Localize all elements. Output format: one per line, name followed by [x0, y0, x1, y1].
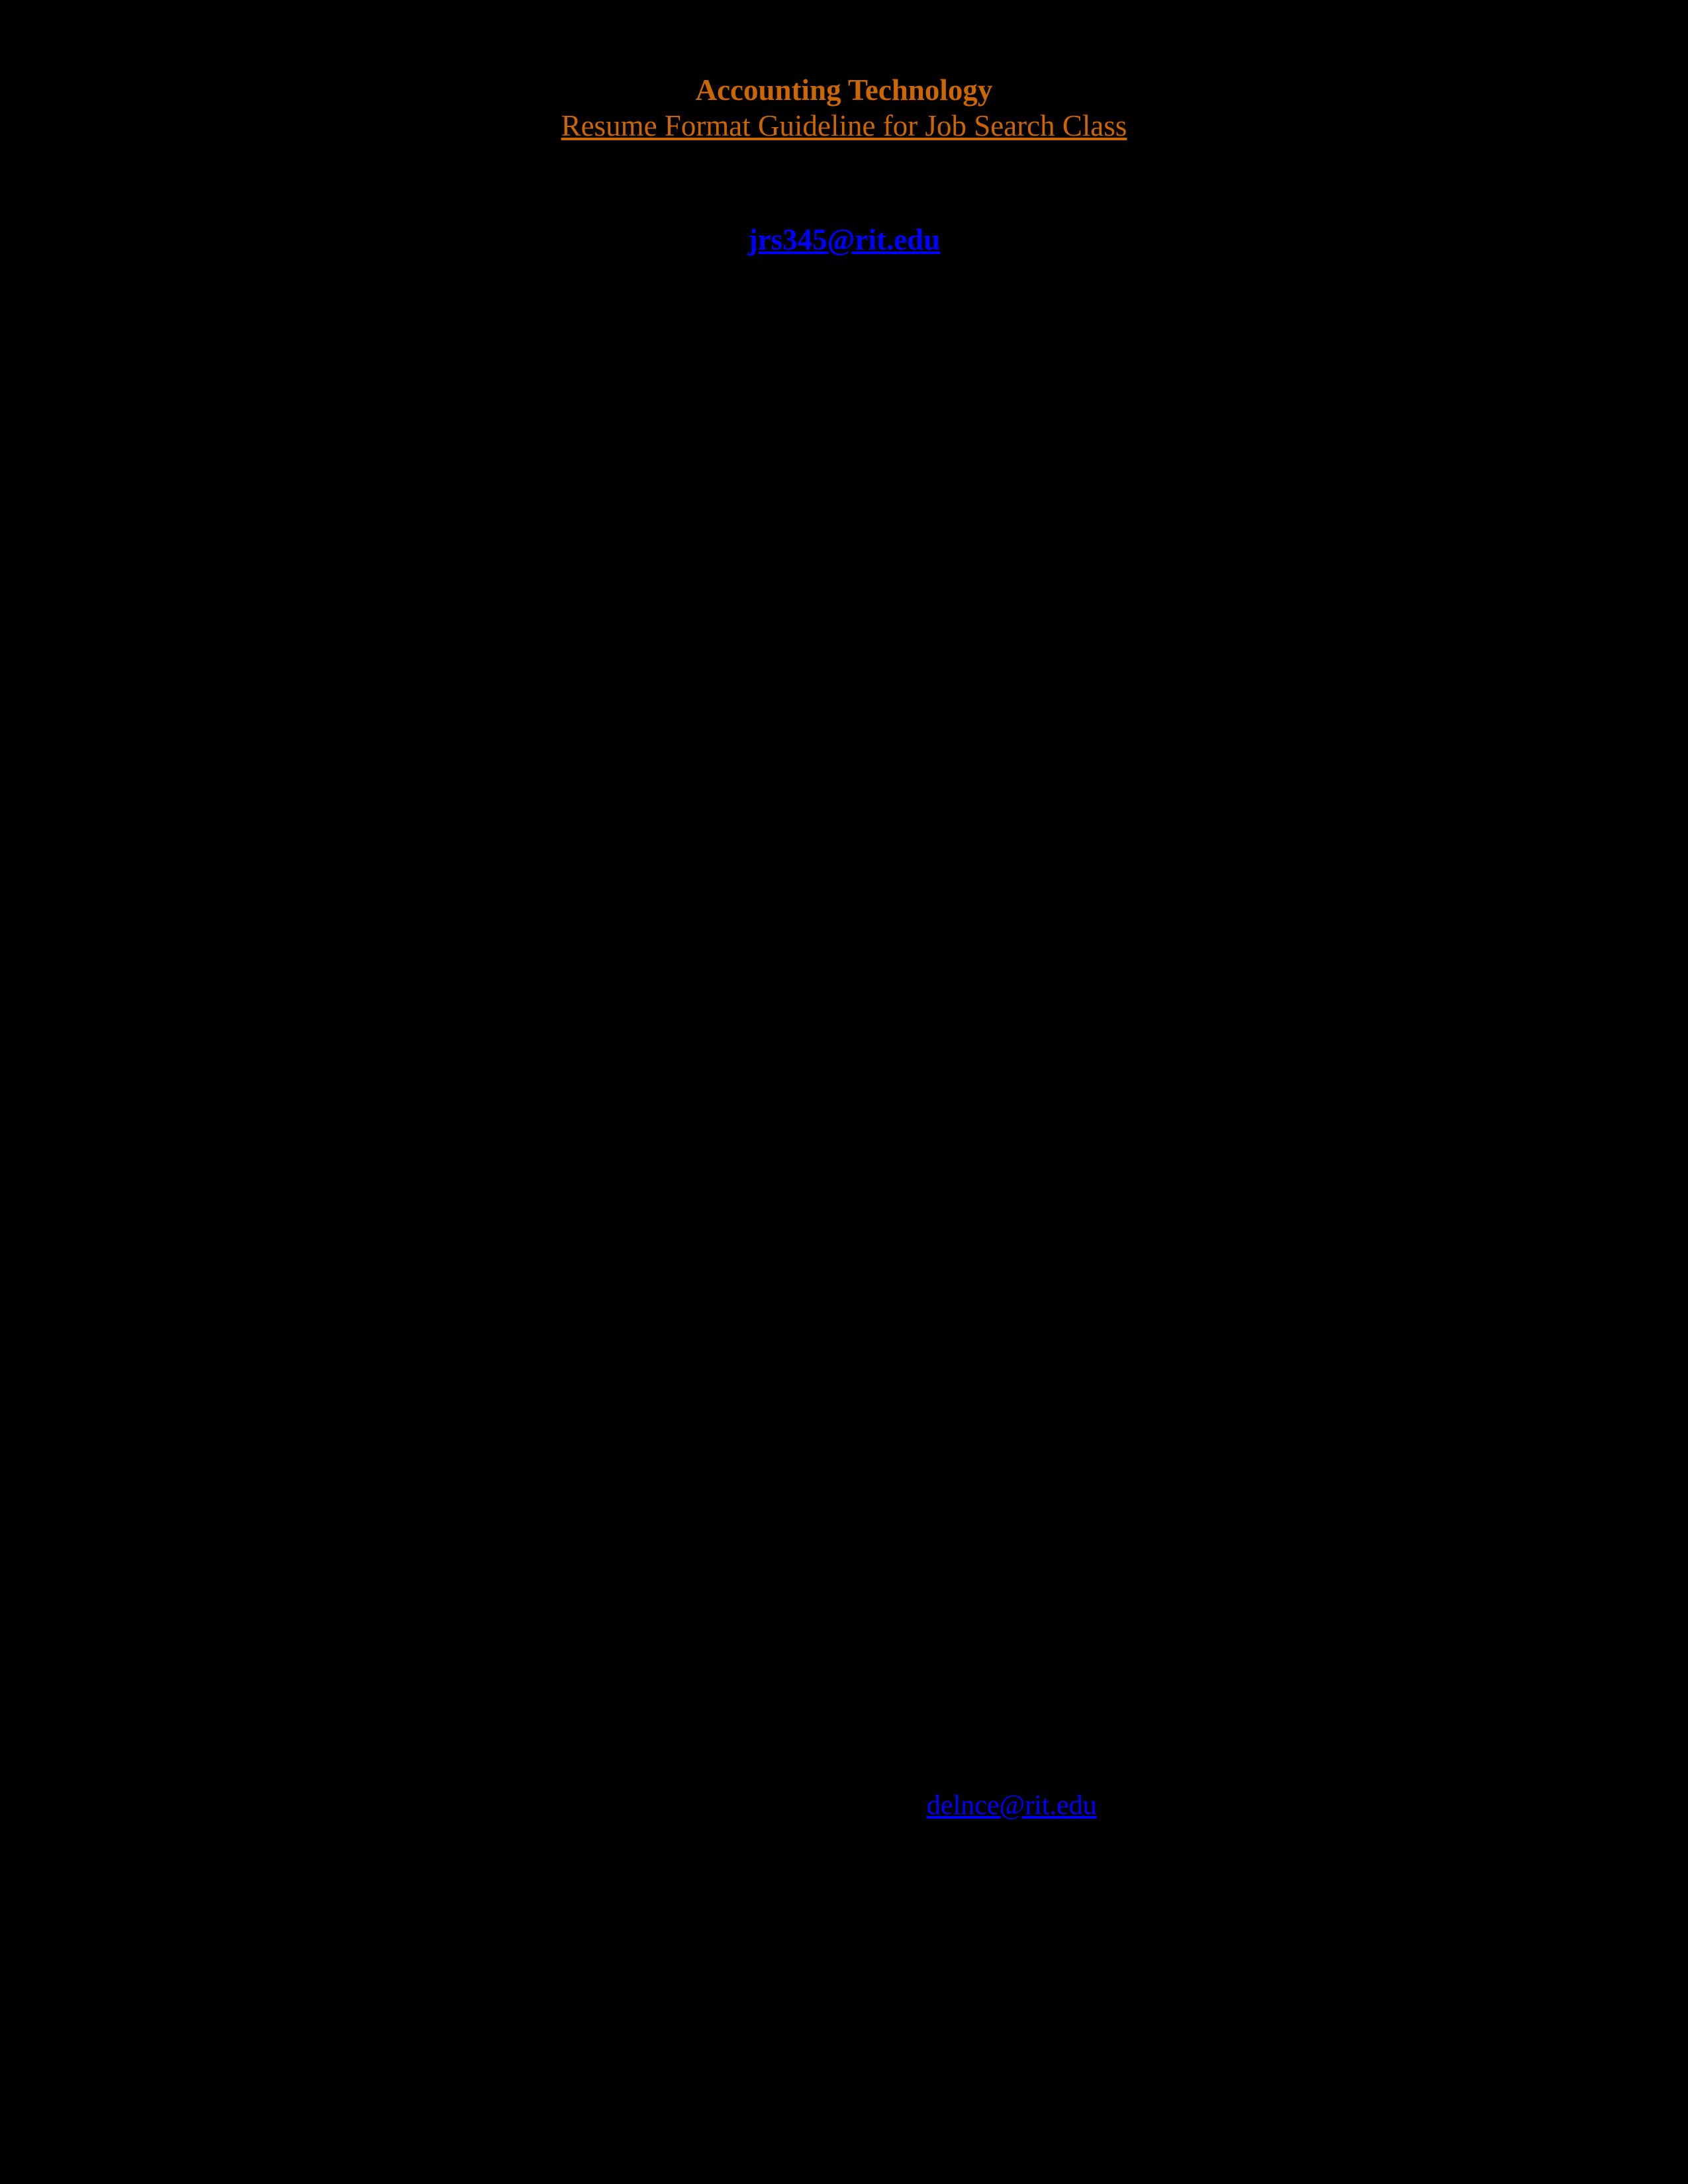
header-block: Accounting Technology Resume Format Guid… — [0, 73, 1688, 143]
page-subtitle: Resume Format Guideline for Job Search C… — [0, 109, 1688, 143]
page-title: Accounting Technology — [0, 73, 1688, 107]
document-page: Accounting Technology Resume Format Guid… — [0, 0, 1688, 2184]
primary-email-link[interactable]: jrs345@rit.edu — [0, 222, 1688, 257]
secondary-email-link[interactable]: delnce@rit.edu — [927, 1790, 1097, 1821]
